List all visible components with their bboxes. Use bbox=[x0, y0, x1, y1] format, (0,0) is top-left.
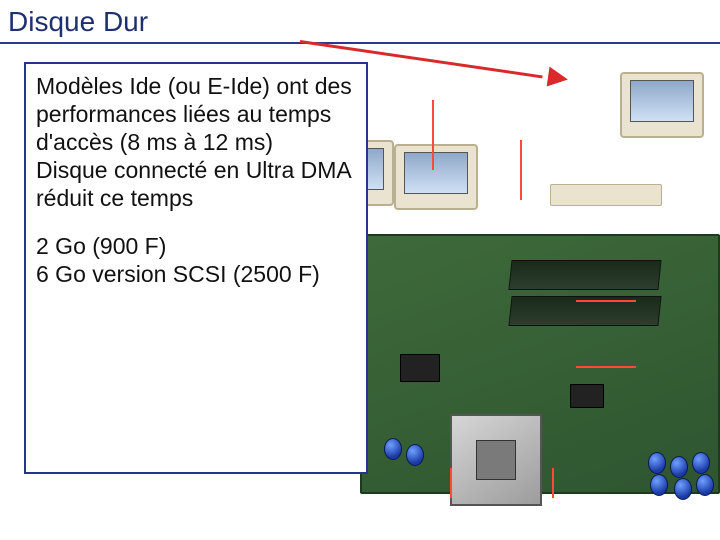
callout-line bbox=[576, 300, 636, 302]
capacitor-icon bbox=[670, 456, 688, 478]
monitor-icon bbox=[394, 144, 478, 210]
slide: Disque Dur Modèl bbox=[0, 0, 720, 540]
text: 2 Go (900 F) bbox=[36, 233, 166, 259]
capacitor-icon bbox=[384, 438, 402, 460]
callout-line bbox=[576, 366, 636, 368]
title-underline bbox=[0, 42, 720, 44]
capacitor-icon bbox=[650, 474, 668, 496]
capacitor-icon bbox=[648, 452, 666, 474]
cpu-die bbox=[476, 440, 516, 480]
callout-line bbox=[450, 468, 452, 498]
text: Modèles Ide (ou E-Ide) ont des performan… bbox=[36, 73, 352, 155]
capacitor-icon bbox=[406, 444, 424, 466]
description-box: Modèles Ide (ou E-Ide) ont des performan… bbox=[24, 62, 368, 474]
callout-line bbox=[552, 468, 554, 498]
keyboard-icon bbox=[550, 184, 662, 206]
chip-icon bbox=[570, 384, 604, 408]
slide-title-bar: Disque Dur bbox=[0, 6, 720, 38]
capacitor-icon bbox=[674, 478, 692, 500]
text: 6 Go version SCSI (2500 F) bbox=[36, 261, 320, 287]
chip-icon bbox=[400, 354, 440, 382]
capacitor-icon bbox=[692, 452, 710, 474]
ram-stick bbox=[508, 260, 661, 290]
monitor-icon bbox=[620, 72, 704, 138]
text: Disque connecté en Ultra DMA réduit ce t… bbox=[36, 157, 351, 211]
slide-title: Disque Dur bbox=[8, 6, 148, 37]
description-line: 2 Go (900 F) 6 Go version SCSI (2500 F) bbox=[36, 232, 356, 288]
capacitor-icon bbox=[696, 474, 714, 496]
callout-line bbox=[432, 100, 434, 170]
description-line: Modèles Ide (ou E-Ide) ont des performan… bbox=[36, 72, 356, 212]
callout-line bbox=[520, 140, 522, 200]
pointer-arrow-head bbox=[547, 67, 570, 90]
